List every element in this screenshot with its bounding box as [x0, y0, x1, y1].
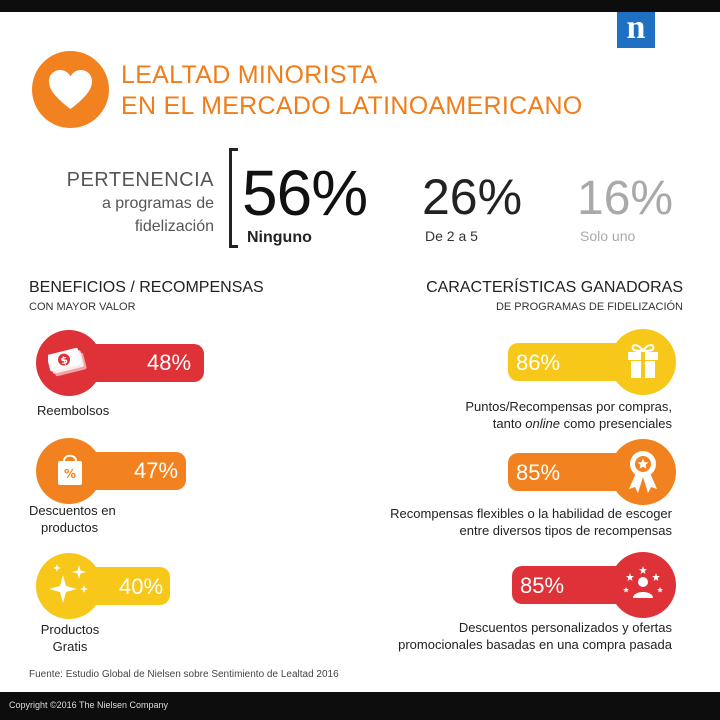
benefit-value-free-products: 40% [119, 574, 164, 599]
page-subtitle: EN EL MERCADO LATINOAMERICANO [121, 92, 583, 120]
benefit-label-discounts-line2: productos [41, 520, 99, 535]
features-title: CARACTERÍSTICAS GANADORAS [426, 279, 683, 296]
feature-label-flexible-line2: entre diversos tipos de recompensas [459, 523, 672, 538]
feature-label-points-line1: Puntos/Recompensas por compras, [465, 399, 672, 414]
feature-label-flexible-line1: Recompensas flexibles o la habilidad de … [390, 506, 672, 521]
feature-label-points-pre: tanto [492, 416, 526, 431]
benefit-label-discounts: Descuentos en productos [29, 502, 116, 536]
benefits-title: BENEFICIOS / RECOMPENSAS [29, 279, 264, 296]
benefit-circle-free-products [36, 553, 102, 619]
benefit-label-discounts-line1: Descuentos en [29, 503, 116, 518]
stat-label-only-one: Solo uno [580, 228, 636, 244]
money-icon: $ [48, 347, 87, 377]
gift-icon [628, 344, 658, 378]
svg-text:%: % [64, 467, 76, 481]
copyright-text: Copyright ©2016 The Nielsen Company [9, 700, 169, 710]
benefit-value-refunds: 48% [147, 350, 192, 375]
stat-label-none: Ninguno [247, 229, 312, 246]
feature-value-personalized: 85% [520, 573, 565, 598]
feature-label-points-em: online [525, 416, 560, 431]
top-bar [0, 0, 720, 12]
page-title: LEALTAD MINORISTA [121, 61, 378, 89]
sparkle-icon [49, 564, 88, 603]
benefits-subtitle: CON MAYOR VALOR [29, 301, 136, 313]
benefit-label-free-products: Productos Gratis [22, 621, 118, 655]
membership-label-title: PERTENENCIA [66, 169, 214, 191]
feature-label-points-line2: tanto online como presenciales [465, 415, 672, 432]
feature-label-points-post: como presenciales [560, 416, 672, 431]
feature-value-flexible: 85% [516, 460, 561, 485]
stat-label-2-to-5: De 2 a 5 [425, 228, 478, 244]
feature-label-flexible: Recompensas flexibles o la habilidad de … [390, 505, 672, 539]
stat-value-2-to-5: 26% [422, 169, 523, 225]
feature-value-points: 86% [516, 350, 561, 375]
membership-label-line2: a programas de [101, 195, 214, 212]
benefit-label-free-products-line2: Gratis [52, 639, 88, 654]
bracket-divider [229, 148, 238, 248]
feature-label-personalized: Descuentos personalizados y ofertas prom… [398, 619, 672, 653]
heart-badge [32, 51, 109, 128]
source-note: Fuente: Estudio Global de Nielsen sobre … [29, 669, 339, 680]
shopping-bag-icon: % [58, 454, 82, 485]
feature-label-points: Puntos/Recompensas por compras, tanto on… [465, 398, 672, 432]
stat-value-none: 56% [242, 157, 368, 229]
feature-label-personalized-line2: promocionales basadas en una compra pasa… [398, 637, 672, 652]
stat-value-only-one: 16% [577, 172, 674, 225]
benefit-value-discounts: 47% [134, 458, 179, 483]
award-ribbon-icon [629, 451, 657, 493]
person-stars-icon [623, 566, 663, 598]
heart-icon [49, 69, 92, 110]
benefit-label-refunds: Reembolsos [37, 403, 110, 418]
footer-bar: Copyright ©2016 The Nielsen Company [0, 692, 720, 720]
feature-label-personalized-line1: Descuentos personalizados y ofertas [458, 620, 672, 635]
nielsen-logo: n [617, 11, 655, 48]
benefit-label-free-products-line1: Productos [40, 622, 100, 637]
features-subtitle: DE PROGRAMAS DE FIDELIZACIÓN [495, 301, 683, 313]
membership-label-line3: fidelización [134, 218, 214, 235]
svg-text:$: $ [60, 355, 69, 367]
